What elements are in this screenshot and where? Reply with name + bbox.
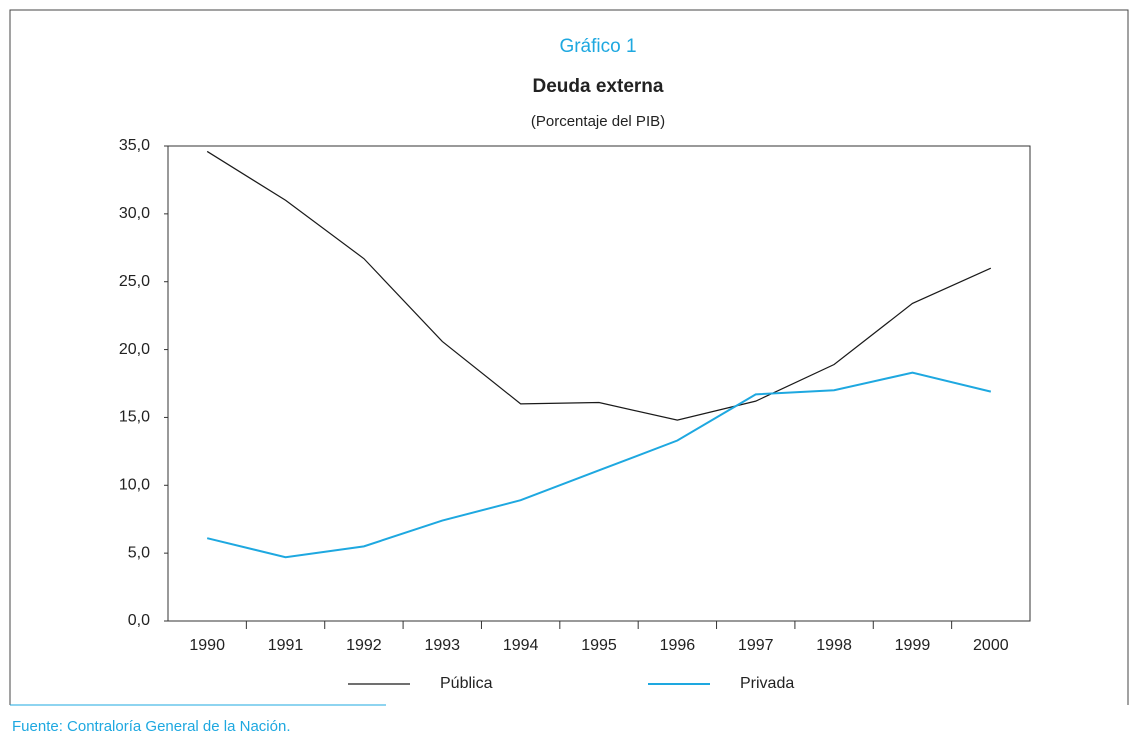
x-tick-label: 1999 — [895, 637, 931, 654]
y-tick-label: 10,0 — [119, 477, 150, 494]
x-tick-label: 1996 — [660, 637, 696, 654]
y-tick-label: 35,0 — [119, 137, 150, 154]
x-tick-label: 1990 — [189, 637, 225, 654]
legend-label: Privada — [740, 675, 794, 692]
x-tick-label: 1993 — [424, 637, 460, 654]
line-series — [206, 150, 992, 421]
x-tick-label: 1998 — [816, 637, 852, 654]
x-tick-label: 1994 — [503, 637, 539, 654]
x-tick-label: 1995 — [581, 637, 617, 654]
y-tick-label: 25,0 — [119, 273, 150, 290]
plot-area — [167, 145, 1031, 622]
x-tick-label: 1991 — [268, 637, 304, 654]
frame — [9, 9, 1129, 705]
x-tick-label: 1992 — [346, 637, 382, 654]
y-tick-label: 5,0 — [128, 544, 150, 561]
line-series — [206, 371, 992, 559]
y-tick-label: 15,0 — [119, 409, 150, 426]
chart-subtitle: Deuda externa — [533, 76, 664, 97]
y-tick-label: 30,0 — [119, 205, 150, 222]
y-tick-label: 20,0 — [119, 341, 150, 358]
y-axis-label: (Porcentaje del PIB) — [531, 113, 665, 130]
y-tick-label: 0,0 — [128, 612, 150, 629]
x-tick-label: 1997 — [738, 637, 774, 654]
legend-label: Pública — [440, 675, 493, 692]
chart-title: Gráfico 1 — [559, 36, 636, 57]
x-tick-label: 2000 — [973, 637, 1009, 654]
source-note: Fuente: Contraloría General de la Nación… — [12, 718, 291, 735]
